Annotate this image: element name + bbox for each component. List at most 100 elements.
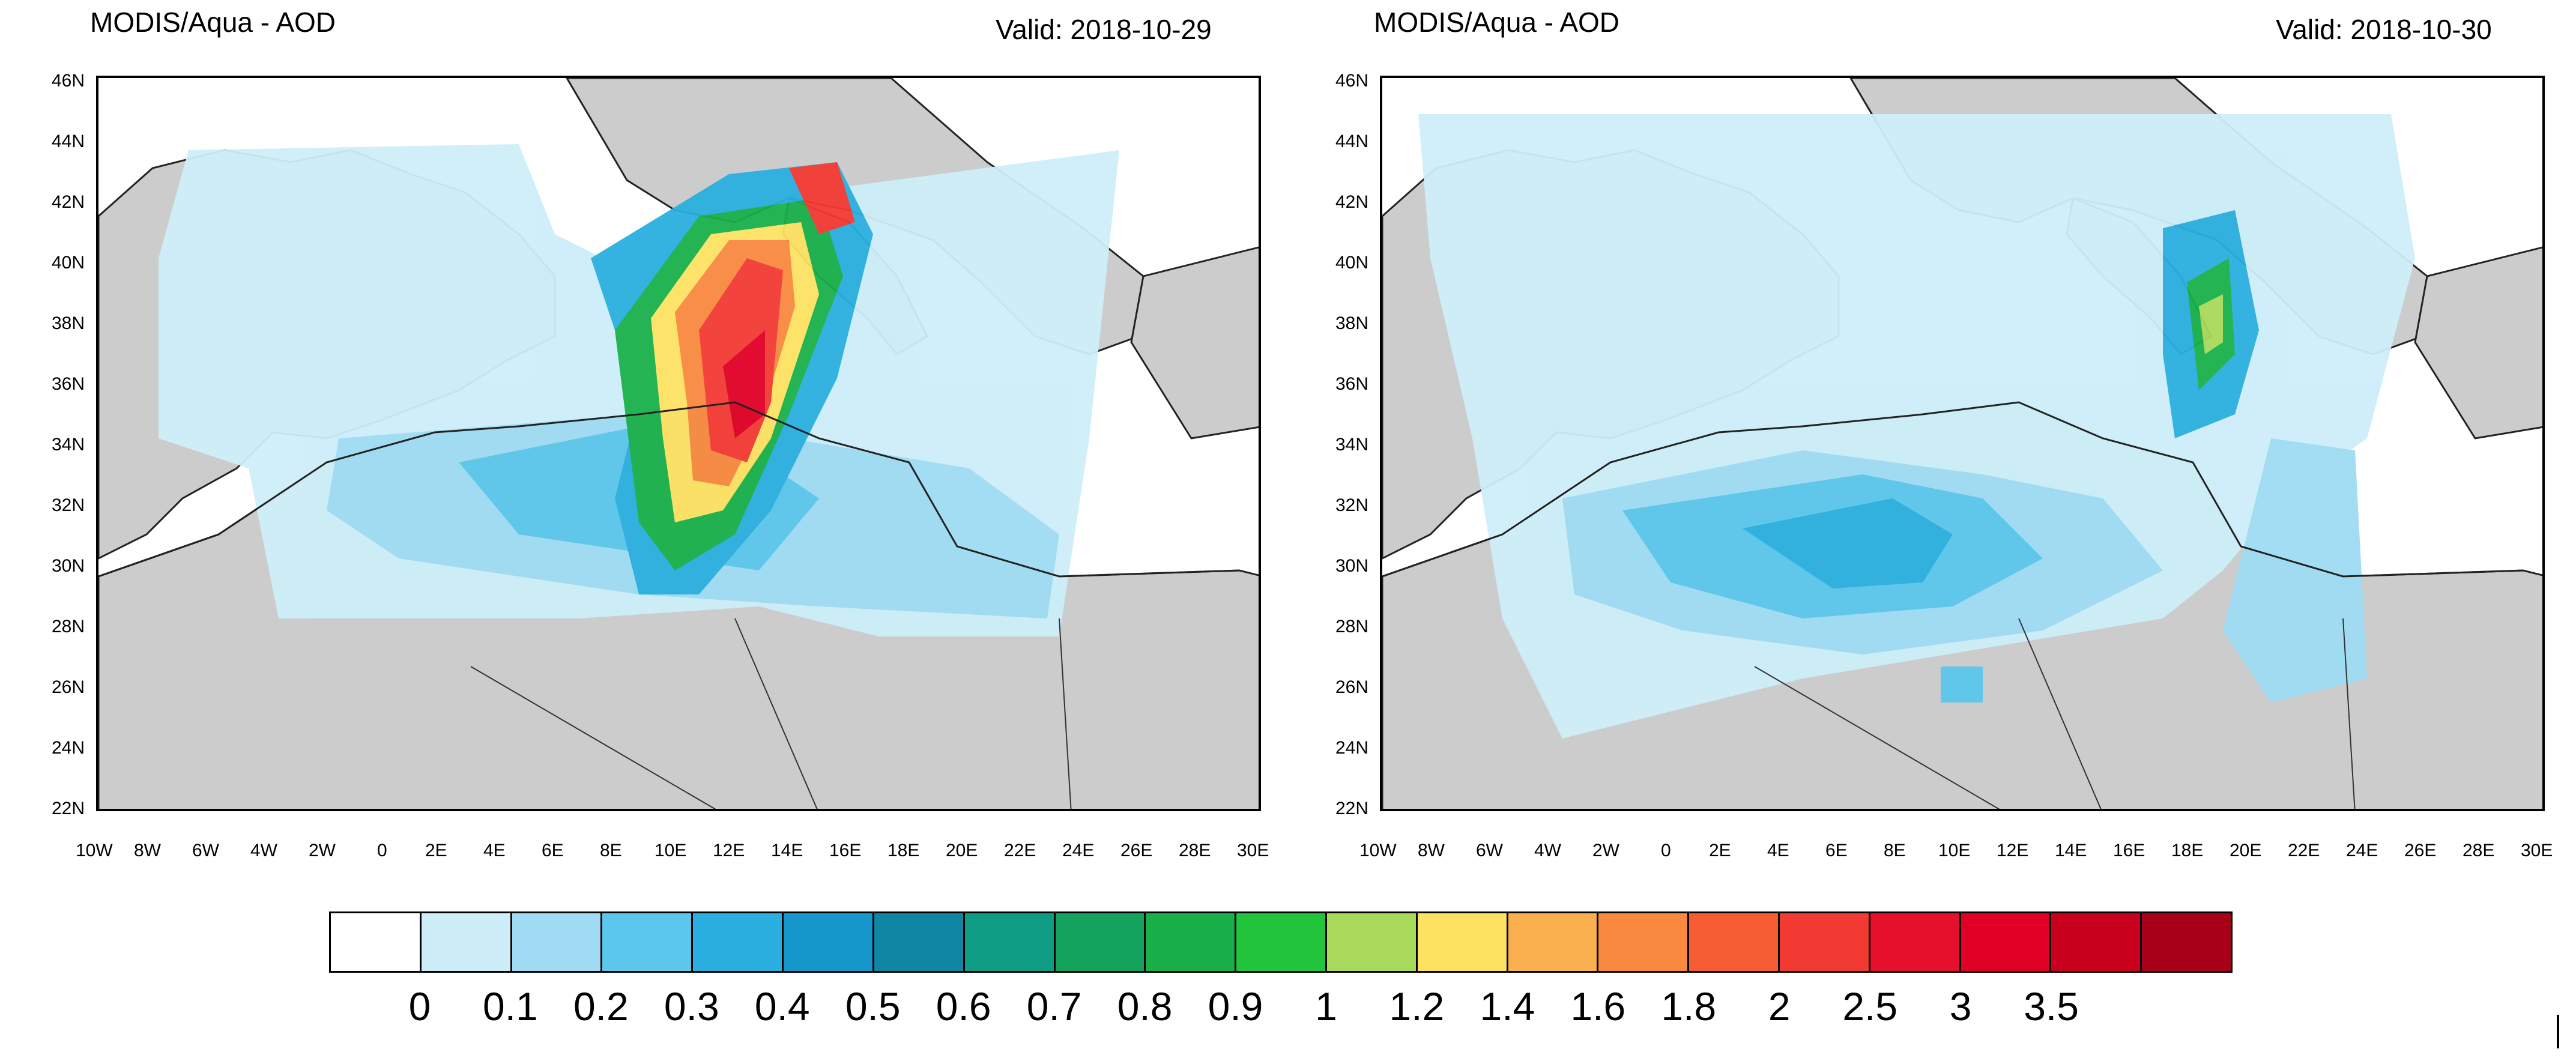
lon-label: 30E [1237, 841, 1269, 860]
lat-label: 40N [1335, 253, 1369, 273]
colorbar-cell [1961, 913, 2052, 971]
lon-label: 22E [2288, 841, 2320, 860]
panel-title: MODIS/Aqua - AOD [90, 7, 336, 38]
colorbar-cell [1326, 913, 1418, 971]
colorbar-cell [1236, 913, 1327, 971]
colorbar-cell [874, 913, 965, 971]
aod-shading [1418, 114, 2415, 739]
lat-label: 46N [52, 71, 85, 91]
colorbar-label: 0.7 [1026, 984, 1082, 1029]
valid-date: Valid: 2018-10-30 [2276, 14, 2492, 45]
lat-label: 22N [1335, 799, 1369, 818]
lat-label: 44N [52, 131, 85, 151]
lon-label: 2E [425, 841, 447, 860]
text-cursor [2557, 1015, 2559, 1048]
colorbar-label: 0.2 [573, 984, 629, 1029]
lon-label: 6E [1825, 841, 1848, 860]
lat-label: 32N [1335, 495, 1369, 515]
colorbar-label: 0 [408, 984, 431, 1029]
lat-label: 34N [1335, 435, 1369, 455]
lon-label: 8E [1884, 841, 1906, 860]
greece-turkey-land [2414, 246, 2542, 440]
lon-label: 14E [2055, 841, 2087, 860]
lon-label: 10W [1359, 841, 1397, 860]
lat-label: 24N [1335, 738, 1369, 758]
lat-label: 44N [1335, 131, 1369, 151]
lon-label: 28E [2463, 841, 2495, 860]
lon-label: 2W [1592, 841, 1619, 860]
aod-shading [159, 144, 1119, 636]
colorbar-label: 2 [1768, 984, 1791, 1029]
lon-label: 10W [76, 841, 113, 860]
lon-label: 24E [2346, 841, 2378, 860]
colorbar-label: 3.5 [2024, 984, 2079, 1029]
lon-label: 26E [2404, 841, 2437, 860]
colorbar-cell [1598, 913, 1690, 971]
lat-label: 30N [1335, 556, 1369, 576]
colorbar-cell [693, 913, 784, 971]
colorbar-cell [784, 913, 874, 971]
colorbar-cell [2142, 913, 2231, 971]
lat-label: 42N [52, 192, 85, 212]
lat-label: 42N [1335, 192, 1369, 212]
colorbar-label: 1.6 [1570, 984, 1626, 1029]
colorbar-cell [1146, 913, 1237, 971]
colorbar-cell [1780, 913, 1870, 971]
map-area [96, 76, 1261, 811]
lon-label: 14E [771, 841, 803, 860]
lat-label: 34N [52, 435, 85, 455]
colorbar-label: 1.2 [1389, 984, 1445, 1029]
colorbar-cell [1055, 913, 1146, 971]
lat-label: 24N [52, 738, 85, 758]
colorbar-label: 0.6 [936, 984, 991, 1029]
colorbar-cell [1417, 913, 1508, 971]
lat-label: 26N [52, 677, 85, 697]
lat-label: 32N [52, 495, 85, 515]
lon-label: 26E [1120, 841, 1153, 860]
lon-label: 16E [829, 841, 862, 860]
lat-label: 38N [1335, 313, 1369, 333]
colorbar-label: 0.8 [1117, 984, 1173, 1029]
lon-label: 4E [483, 841, 506, 860]
colorbar-label: 2.5 [1842, 984, 1898, 1029]
map-area [1380, 76, 2545, 811]
colorbar-label: 0.1 [483, 984, 538, 1029]
colorbar-cell [512, 913, 603, 971]
lon-label: 8W [1418, 841, 1445, 860]
lon-label: 22E [1004, 841, 1036, 860]
lon-label: 0 [1661, 841, 1671, 860]
lon-label: 6W [192, 841, 219, 860]
lon-label: 30E [2521, 841, 2553, 860]
lon-label: 24E [1062, 841, 1095, 860]
colorbar-cell [964, 913, 1056, 971]
lat-label: 36N [52, 374, 85, 394]
aod-map [1382, 78, 2542, 809]
colorbar-label: 0.5 [845, 984, 901, 1029]
lon-label: 8E [600, 841, 622, 860]
lat-label: 36N [1335, 374, 1369, 394]
colorbar-cell [331, 913, 422, 971]
lon-label: 18E [887, 841, 920, 860]
lat-label: 40N [52, 253, 85, 273]
lon-label: 28E [1179, 841, 1211, 860]
colorbar-label: 1.4 [1480, 984, 1535, 1029]
lon-label: 0 [377, 841, 387, 860]
lat-label: 26N [1335, 677, 1369, 697]
aod-colorbar [329, 911, 2233, 973]
lon-label: 6E [542, 841, 564, 860]
colorbar-cell [421, 913, 512, 971]
lon-label: 4W [250, 841, 277, 860]
colorbar-label: 3 [1949, 984, 1972, 1029]
colorbar-cell [1508, 913, 1599, 971]
colorbar-label: 1.8 [1661, 984, 1717, 1029]
colorbar-cell [2051, 913, 2142, 971]
lat-label: 28N [1335, 617, 1369, 636]
lon-label: 10E [1938, 841, 1971, 860]
lon-label: 20E [946, 841, 978, 860]
lat-label: 22N [52, 799, 85, 818]
lon-label: 18E [2171, 841, 2204, 860]
lon-label: 4E [1767, 841, 1789, 860]
lat-label: 38N [52, 313, 85, 333]
colorbar-label: 1 [1315, 984, 1337, 1029]
lon-label: 4W [1534, 841, 1561, 860]
